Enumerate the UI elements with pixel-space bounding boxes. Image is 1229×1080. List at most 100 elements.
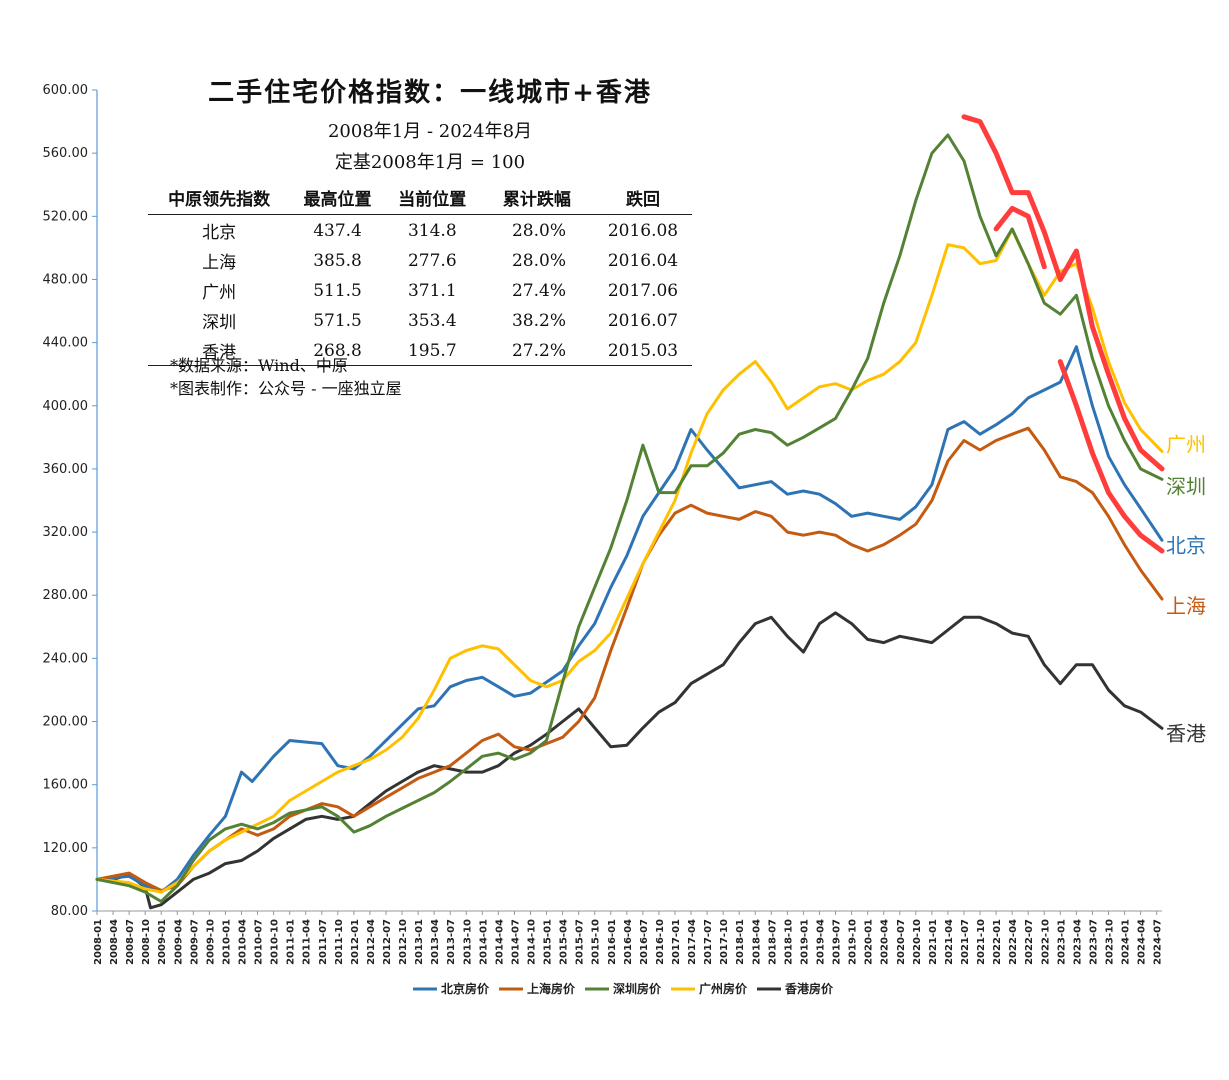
x-tick-label: 2010-07 xyxy=(254,919,265,965)
x-tick-label: 2015-07 xyxy=(575,919,586,965)
series-line-shanghai xyxy=(95,426,1164,892)
x-tick-label: 2017-04 xyxy=(687,919,698,965)
x-tick-label: 2016-07 xyxy=(639,919,650,965)
chart-axes: 80.00 120.00 160.00 200.00 240.00 280.00 320.0… xyxy=(43,83,1164,965)
city-cell: 上海 xyxy=(202,253,237,273)
back-to-cell: 2016.07 xyxy=(607,310,679,331)
x-tick-label: 2015-10 xyxy=(591,919,602,965)
x-tick-label: 2008-10 xyxy=(141,919,152,965)
end-label-hongkong: 香港 xyxy=(1166,721,1206,745)
y-tick-label: 520.00 xyxy=(43,209,89,224)
table-row: 香港 268.8 195.7 27.2% 2015.03 xyxy=(148,335,692,366)
legend-label-shanghai: 上海房价 xyxy=(527,981,576,996)
x-tick-label: 2019-01 xyxy=(799,919,810,965)
back-to-cell: 2016.04 xyxy=(607,250,679,271)
x-tick-label: 2009-04 xyxy=(173,919,184,965)
x-tick-label: 2024-07 xyxy=(1153,919,1164,965)
decline-cell: 28.0% xyxy=(511,250,566,271)
x-tick-label: 2023-07 xyxy=(1088,919,1099,965)
series-line-beijing xyxy=(95,345,1164,894)
y-tick-label: 400.00 xyxy=(43,399,89,414)
end-label-guangzhou: 广州 xyxy=(1166,432,1206,456)
header-back-to: 跌回 xyxy=(593,183,692,215)
x-tick-label: 2022-07 xyxy=(1024,919,1035,965)
series-layer xyxy=(95,133,1164,910)
x-tick-label: 2018-07 xyxy=(767,919,778,965)
y-tick-label: 80.00 xyxy=(51,904,88,919)
legend: 北京房价 上海房价 深圳房价 广州房价 香港房价 xyxy=(413,981,834,996)
header-decline: 累计跌幅 xyxy=(479,183,594,215)
x-tick-label: 2021-10 xyxy=(976,919,987,965)
x-tick-label: 2017-07 xyxy=(703,919,714,965)
city-cell: 广州 xyxy=(202,283,237,303)
x-tick-label: 2009-01 xyxy=(157,919,168,965)
x-tick-label: 2012-07 xyxy=(382,919,393,965)
y-tick-label: 200.00 xyxy=(43,715,89,730)
x-tick-label: 2012-01 xyxy=(350,919,361,965)
x-tick-label: 2012-04 xyxy=(366,919,377,965)
end-label-shanghai: 上海 xyxy=(1166,594,1206,618)
x-tick-label: 2023-04 xyxy=(1072,919,1083,965)
city-cell: 北京 xyxy=(202,223,237,243)
x-tick-label: 2010-04 xyxy=(237,919,248,965)
y-tick-label: 120.00 xyxy=(43,841,89,856)
highlight-layer xyxy=(961,114,1165,554)
x-tick-label: 2018-01 xyxy=(735,919,746,965)
table-row: 北京 437.4 314.8 28.0% 2016.08 xyxy=(148,215,692,246)
peak-cell: 268.8 xyxy=(290,335,385,366)
x-tick-label: 2012-10 xyxy=(398,919,409,965)
x-tick-label: 2013-01 xyxy=(414,919,425,965)
y-tick-label: 360.00 xyxy=(43,462,89,477)
chart-notes: *数据来源：Wind、中原 *图表制作：公众号 - 一座独立屋 xyxy=(170,354,402,400)
x-tick-label: 2019-10 xyxy=(848,919,859,965)
highlight-stroke-3 xyxy=(1057,359,1165,554)
header-peak: 最高位置 xyxy=(290,183,385,215)
legend-label-shenzhen: 深圳房价 xyxy=(613,981,662,996)
back-to-cell: 2015.03 xyxy=(593,335,692,366)
y-tick-label: 240.00 xyxy=(43,651,89,666)
current-cell: 371.1 xyxy=(407,280,457,301)
decline-cell: 27.2% xyxy=(479,335,594,366)
source-note: *数据来源：Wind、中原 xyxy=(170,356,348,375)
x-tick-label: 2020-10 xyxy=(912,919,923,965)
x-tick-label: 2022-01 xyxy=(992,919,1003,965)
peak-cell: 437.4 xyxy=(313,220,362,241)
x-tick-label: 2021-04 xyxy=(944,919,955,965)
x-tick-label: 2022-04 xyxy=(1008,919,1019,965)
city-cell: 深圳 xyxy=(202,313,237,333)
current-cell: 314.8 xyxy=(407,220,457,241)
y-tick-label: 600.00 xyxy=(43,83,89,98)
y-tick-label: 480.00 xyxy=(43,272,89,287)
header-current: 当前位置 xyxy=(384,183,480,215)
peak-cell: 571.5 xyxy=(313,310,362,331)
current-cell: 195.7 xyxy=(384,335,480,366)
x-tick-label: 2011-10 xyxy=(334,919,345,965)
series-line-shenzhen xyxy=(95,133,1164,903)
current-cell: 277.6 xyxy=(407,250,457,271)
x-tick-label: 2015-01 xyxy=(543,919,554,965)
x-tick-label: 2018-10 xyxy=(783,919,794,965)
y-tick-label: 280.00 xyxy=(43,588,89,603)
x-tick-label: 2009-07 xyxy=(189,919,200,965)
x-tick-label: 2016-04 xyxy=(623,919,634,965)
x-tick-label: 2014-10 xyxy=(526,919,537,965)
chart-date-range: 2008年1月 - 2024年8月 xyxy=(327,121,533,142)
table-row: 广州 511.5 371.1 27.4% 2017.06 xyxy=(148,275,692,305)
x-tick-label: 2020-01 xyxy=(864,919,875,965)
peak-cell: 385.8 xyxy=(313,250,362,271)
x-tick-label: 2017-10 xyxy=(719,919,730,965)
x-tick-label: 2024-01 xyxy=(1121,919,1132,965)
x-tick-label: 2022-10 xyxy=(1040,919,1051,965)
x-tick-label: 2010-10 xyxy=(270,919,281,965)
back-to-cell: 2016.08 xyxy=(607,220,679,241)
table-row: 上海 385.8 277.6 28.0% 2016.04 xyxy=(148,245,692,275)
legend-label-hongkong: 香港房价 xyxy=(784,981,834,996)
end-label-beijing: 北京 xyxy=(1166,533,1206,557)
y-tick-label: 440.00 xyxy=(43,336,89,351)
summary-table: 中原领先指数 最高位置 当前位置 累计跌幅 跌回 北京 437.4 314.8 … xyxy=(148,183,692,366)
series-line-guangzhou xyxy=(95,228,1164,894)
table-row: 深圳 571.5 353.4 38.2% 2016.07 xyxy=(148,305,692,335)
x-tick-label: 2023-01 xyxy=(1056,919,1067,965)
